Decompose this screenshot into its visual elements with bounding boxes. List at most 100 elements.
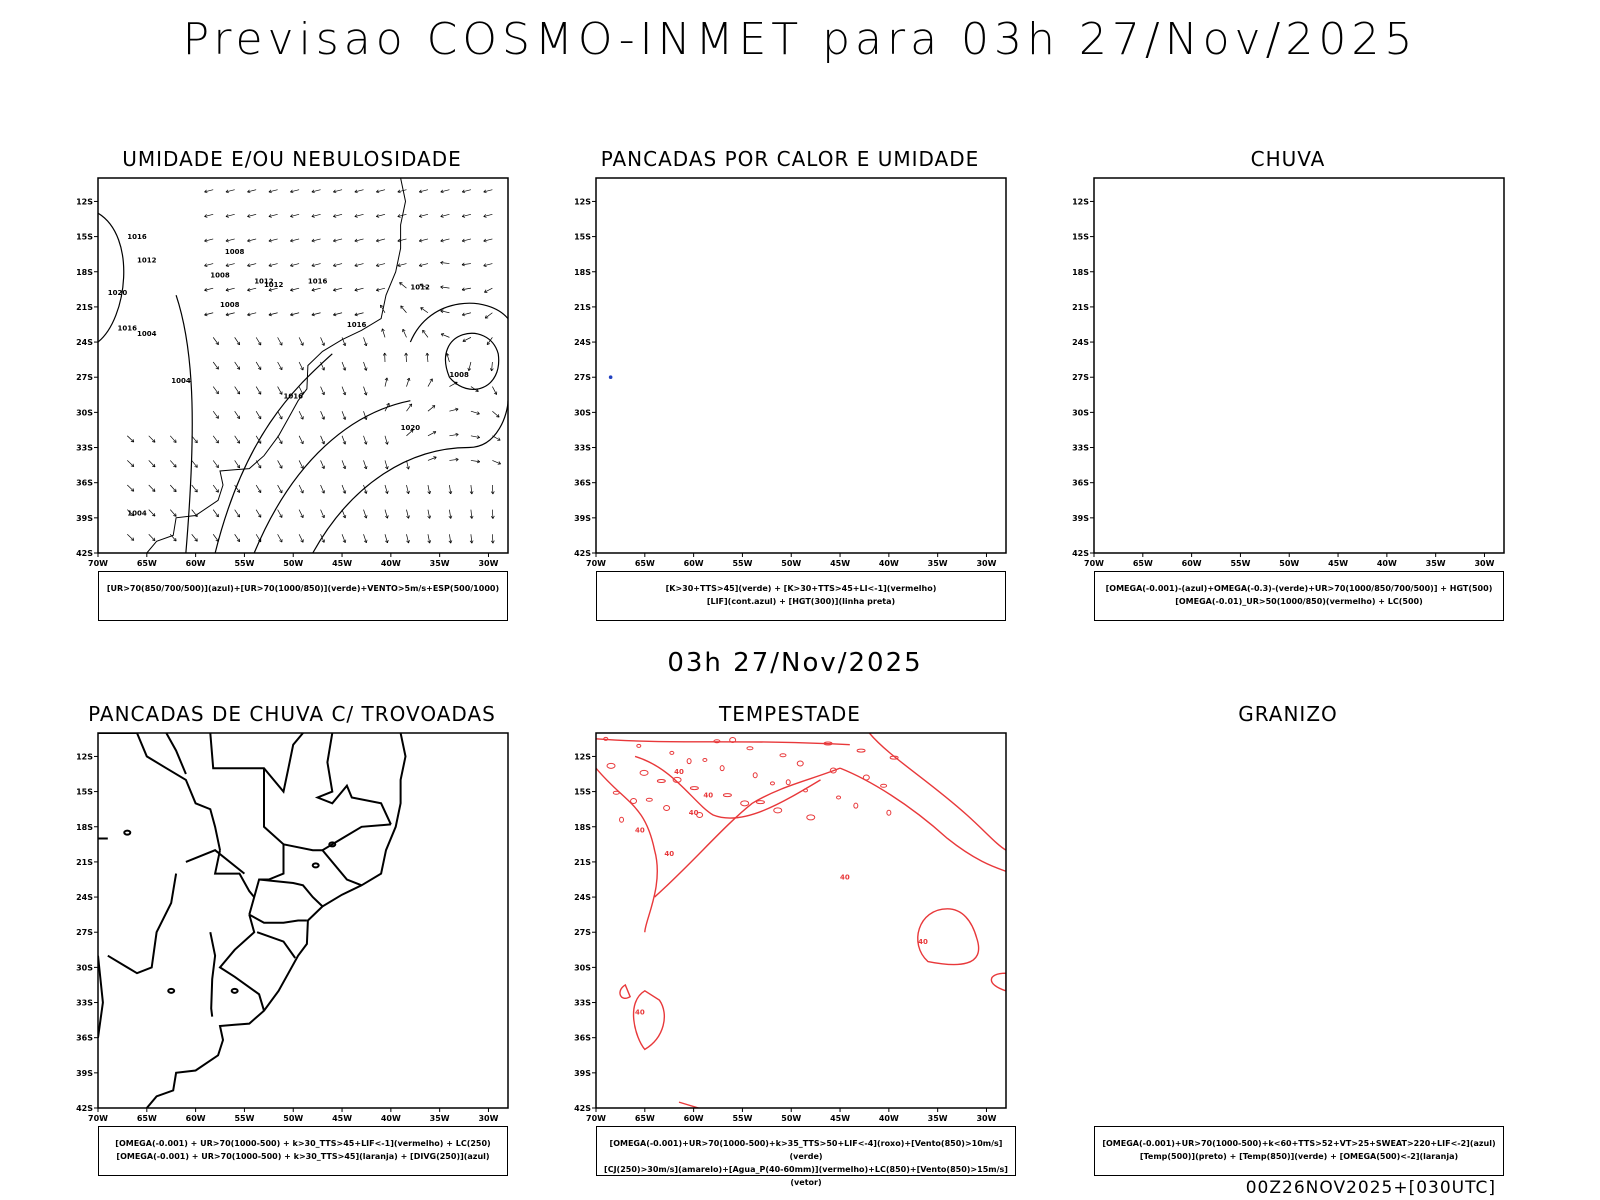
water-contour-blob [773, 807, 783, 814]
wind-vector [268, 287, 278, 291]
wind-arrowhead [354, 288, 358, 292]
wind-arrowhead [268, 312, 272, 317]
wind-vector [234, 460, 240, 469]
water-contour [868, 733, 1006, 851]
wind-vector [449, 509, 452, 519]
x-tick-label: 70W [1084, 559, 1104, 568]
wind-vector [440, 262, 450, 264]
wind-vector [419, 283, 429, 289]
y-tick-label: 21S [76, 858, 93, 867]
wind-arrowhead [333, 288, 337, 292]
map-frame [97, 177, 509, 554]
wind-vector [384, 509, 388, 519]
wind-arrowhead [397, 214, 401, 218]
x-tick-label: 40W [879, 559, 899, 568]
wind-vector [320, 337, 325, 346]
wind-arrowhead [363, 441, 368, 445]
y-tick-label: 39S [1072, 514, 1089, 523]
wind-vector [483, 189, 493, 193]
wind-vector [320, 509, 325, 519]
wind-arrowhead [152, 488, 156, 492]
water-contour-closed [917, 908, 980, 966]
wind-vector [298, 460, 304, 469]
x-tick-label: 35W [430, 559, 450, 568]
wind-vector [191, 484, 198, 493]
isobar-label: 1016 [347, 321, 367, 329]
wind-vector [204, 238, 214, 242]
panel-pancadas-calor: PANCADAS POR CALOR E UMIDADE 12S 15S 18S 21… [560, 140, 1020, 630]
wind-arrowhead [427, 540, 432, 544]
contour-label: 40 [635, 827, 645, 835]
wind-arrowhead [461, 189, 466, 194]
wind-vector [363, 460, 367, 470]
lake [167, 987, 176, 994]
wind-arrowhead [461, 262, 465, 267]
wind-vector [363, 509, 367, 519]
wind-vector [277, 460, 283, 469]
panel-pancadas-trovoadas: PANCADAS DE CHUVA C/ TROVOADAS 12S 15S 18S… [62, 695, 522, 1185]
x-tick-label: 65W [635, 559, 655, 568]
water-contour-blob [636, 743, 642, 748]
water-contour-blob [856, 748, 866, 753]
wind-arrowhead [384, 377, 389, 381]
wind-vector [427, 456, 437, 461]
wind-arrowhead [225, 312, 229, 317]
wind-vector [427, 378, 433, 387]
wind-arrowhead [236, 415, 241, 419]
isobar-label: 1004 [127, 510, 147, 518]
coastline [146, 178, 407, 553]
wind-arrowhead [225, 214, 229, 218]
wind-arrowhead [354, 189, 358, 194]
wind-vector [402, 329, 407, 338]
wind-arrowhead [406, 515, 410, 519]
wind-arrowhead [311, 312, 315, 317]
water-contour-blob [806, 814, 816, 821]
water-contour-closed [632, 989, 665, 1051]
wind-arrowhead [363, 515, 368, 519]
wind-vector [277, 411, 283, 420]
wind-vector [483, 263, 493, 267]
wind-vector [298, 435, 304, 445]
wind-arrowhead [311, 214, 315, 218]
wind-vector [397, 263, 407, 267]
wind-vector [406, 484, 409, 494]
legend-line: [CJ(250)>30m/s](amarelo)+[Agua_P(40-60mm… [604, 1165, 1008, 1187]
wind-arrowhead [462, 338, 466, 342]
x-tick-label: 45W [332, 559, 352, 568]
x-tick-label: 45W [830, 1114, 850, 1123]
isobar-label: 1004 [137, 330, 157, 338]
wind-arrowhead [321, 539, 325, 543]
y-tick-label: 24S [76, 893, 93, 902]
x-tick-label: 35W [928, 1114, 948, 1123]
wind-arrowhead [225, 263, 229, 267]
isobar-label: 1012 [254, 277, 274, 285]
wind-vector [277, 435, 283, 444]
legend-box: [OMEGA(-0.001)+UR>70(1000-500)+k>35_TTS>… [596, 1126, 1016, 1187]
wind-arrowhead [455, 407, 459, 412]
wind-vector [277, 361, 283, 371]
isobar-label: 1016 [283, 392, 303, 400]
wind-vector [247, 213, 257, 217]
isobar-line [409, 302, 508, 343]
y-tick-label: 39S [574, 514, 591, 523]
isobar-label: 1008 [225, 248, 245, 256]
wind-vector [399, 282, 407, 289]
wind-vector [298, 534, 304, 543]
wind-arrowhead [290, 288, 294, 292]
y-tick-label: 27S [1072, 373, 1089, 382]
panel-tempestade: TEMPESTADE 40 40 40 40 40 40 40 40 12S 15S 18S 21S 2… [560, 695, 1020, 1187]
map-content [98, 733, 407, 1108]
wind-arrowhead [236, 489, 241, 493]
wind-arrowhead [469, 540, 474, 544]
wind-arrowhead [268, 288, 272, 292]
wind-arrowhead [467, 367, 472, 371]
wind-vector [320, 386, 325, 395]
state-border [248, 913, 307, 924]
y-tick-label: 18S [76, 268, 93, 277]
x-tick-label: 40W [381, 559, 401, 568]
x-tick-label: 30W [976, 559, 996, 568]
legend-line: [Temp(500)](preto) + [Temp(850)](verde) … [1139, 1152, 1459, 1161]
wind-vector [384, 403, 390, 412]
wind-arrowhead [194, 513, 198, 517]
wind-arrowhead [385, 441, 389, 445]
